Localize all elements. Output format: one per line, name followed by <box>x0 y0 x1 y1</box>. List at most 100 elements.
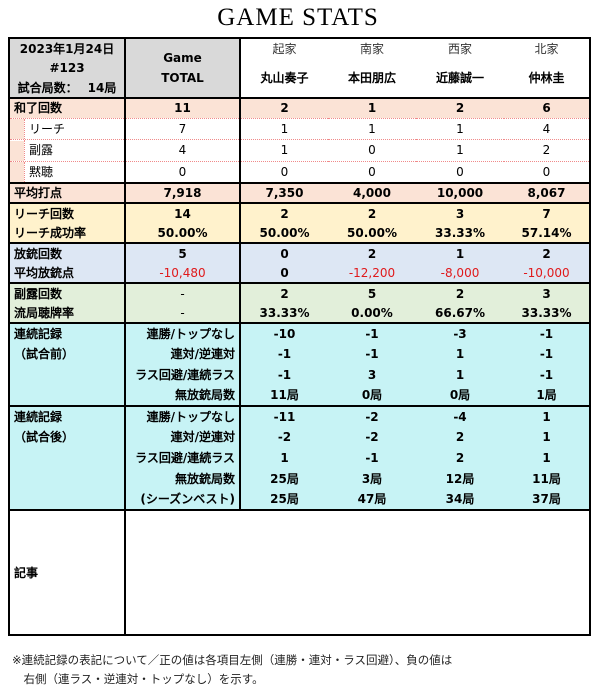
streak-after-spacer-3 <box>8 489 125 510</box>
header-total-line2: TOTAL <box>161 71 204 85</box>
footnote: ※連続記録の表記について／正の値は各項目左側（連勝・連対・ラス回避）、負の値は … <box>12 651 452 689</box>
dealin-avg-p3: -8,000 <box>440 265 480 280</box>
sa-row1-p2: -2 <box>328 405 416 427</box>
sb-row2-p1: -1 <box>239 344 328 364</box>
riichi-count-label: リーチ回数 <box>8 202 125 223</box>
calls-count-p1: 2 <box>239 282 328 303</box>
sa-row4-label: 無放銃局数 <box>124 468 240 489</box>
wins-riichi-p2: 1 <box>328 117 416 140</box>
wins-p4: 6 <box>504 97 591 118</box>
streak-after-label-1: 連続記録 <box>8 405 125 427</box>
streak-after-spacer-1 <box>8 447 125 468</box>
game-stats-table: 2023年1月24日 Game TOTAL 起家 南家 西家 北家 #123 丸… <box>8 37 591 636</box>
sa-row2-p2: -2 <box>365 430 379 444</box>
riichi-count-total: 14 <box>124 202 240 223</box>
streak-after-label-2: （試合後） <box>8 427 125 447</box>
sa-row1-label: 連勝/トップなし <box>124 405 240 427</box>
wins-total: 11 <box>124 97 240 118</box>
wins-riichi-p4: 4 <box>504 117 591 140</box>
sa-row2-p1: -2 <box>239 427 328 447</box>
sb-row3-p3: 1 <box>455 367 465 382</box>
header-total: Game TOTAL <box>124 37 240 98</box>
wins-riichi-total: 7 <box>124 117 240 140</box>
rounds-value: 14局 <box>87 80 117 95</box>
streak-before-spacer-2 <box>8 385 125 406</box>
wins-dama-text: 黙聴 <box>24 162 53 182</box>
wins-dama-p1: 0 <box>239 160 328 184</box>
sa-row3-p1: 1 <box>239 447 328 468</box>
sa-row5-p4: 37局 <box>504 489 591 510</box>
wins-dama-p3: 0 <box>416 160 504 184</box>
wins-riichi-label: リーチ <box>8 117 125 140</box>
wins-call-p2: 0 <box>368 143 376 158</box>
avg-points-p2: 4,000 <box>328 182 416 203</box>
streak-before-label-2: （試合前） <box>8 344 125 364</box>
riichi-count-p1: 2 <box>239 202 328 223</box>
sb-row1-label: 連勝/トップなし <box>124 322 240 344</box>
player-1: 丸山奏子 <box>239 58 328 98</box>
tenpai-rate-label: 流局聴牌率 <box>8 303 125 323</box>
header-rounds: 試合局数： 14局 <box>8 78 125 98</box>
riichi-rate-p1: 50.00% <box>239 223 328 243</box>
sb-row4-p1: 11局 <box>239 385 328 406</box>
wins-dama-total: 0 <box>124 160 240 184</box>
tenpai-rate-p3: 66.67% <box>435 305 485 320</box>
sa-row1-p1: -11 <box>239 405 328 427</box>
sb-row2-p3: 1 <box>455 347 465 361</box>
wins-p1: 2 <box>239 97 328 118</box>
riichi-count-p4: 7 <box>504 202 591 223</box>
riichi-count-p2: 2 <box>328 202 416 223</box>
position-4: 北家 <box>504 37 591 58</box>
sb-row2-label: 連対/逆連対 <box>124 344 240 364</box>
sa-row4-p2: 3局 <box>361 471 383 486</box>
sb-row1-p1: -10 <box>239 322 328 344</box>
sa-row5-p1: 25局 <box>239 489 328 510</box>
sa-row3-p3: 2 <box>455 450 465 465</box>
wins-call-p4: 2 <box>504 139 591 161</box>
sb-row3-p1: -1 <box>239 364 328 385</box>
player-3: 近藤誠一 <box>435 70 484 85</box>
wins-call-total: 4 <box>124 139 240 161</box>
footnote-line-1: ※連続記録の表記について／正の値は各項目左側（連勝・連対・ラス回避）、負の値は <box>12 653 453 667</box>
article-body <box>124 509 591 636</box>
wins-riichi-text: リーチ <box>24 118 65 139</box>
player-2: 本田朋広 <box>347 70 396 85</box>
sa-row2-label: 連対/逆連対 <box>124 427 240 447</box>
sb-row4-p2: 0局 <box>361 388 383 402</box>
wins-riichi-p1: 1 <box>239 117 328 140</box>
sb-row3-label: ラス回避/連続ラス <box>124 364 240 385</box>
dealin-count-p3: 1 <box>416 242 504 263</box>
calls-count-p3: 2 <box>416 282 504 303</box>
position-3: 西家 <box>416 37 504 58</box>
sa-row3-p4: 1 <box>504 447 591 468</box>
sa-row1-p4: 1 <box>504 405 591 427</box>
sa-row3-p2: -1 <box>365 450 379 465</box>
dealin-avg-label: 平均放銃点 <box>8 263 125 283</box>
sa-row4-p4: 11局 <box>504 468 591 489</box>
sb-row4-label: 無放銃局数 <box>124 385 240 406</box>
sa-row5-p3: 34局 <box>445 492 475 506</box>
avg-points-label: 平均打点 <box>8 182 125 203</box>
wins-dama-p4: 0 <box>504 160 591 184</box>
wins-call-text: 副露 <box>24 140 53 160</box>
riichi-rate-label: リーチ成功率 <box>8 223 125 243</box>
dealin-count-p4: 2 <box>504 242 591 263</box>
footnote-line-2: 右側（連ラス・逆連対・トップなし）を示す。 <box>12 672 264 686</box>
riichi-rate-total: 50.00% <box>124 223 240 243</box>
wins-dama-label: 黙聴 <box>8 160 125 184</box>
riichi-rate-p2: 50.00% <box>347 225 397 240</box>
dealin-avg-total: -10,480 <box>124 263 240 283</box>
sb-row2-p2: -1 <box>365 347 379 361</box>
calls-count-p2: 5 <box>328 282 416 303</box>
wins-call-p3: 1 <box>456 143 464 158</box>
wins-dama-p2: 0 <box>328 160 416 184</box>
dealin-avg-p1: 0 <box>239 263 328 283</box>
calls-count-p4: 3 <box>504 282 591 303</box>
sa-row1-p3: -4 <box>416 405 504 427</box>
header-game-no: #123 <box>8 58 125 78</box>
calls-count-label: 副露回数 <box>8 282 125 303</box>
sa-row5-p2: 47局 <box>357 492 387 506</box>
riichi-count-p3: 3 <box>416 202 504 223</box>
dealin-avg-p4: -10,000 <box>504 263 591 283</box>
sa-row5-label: (シーズンベスト) <box>124 489 240 510</box>
